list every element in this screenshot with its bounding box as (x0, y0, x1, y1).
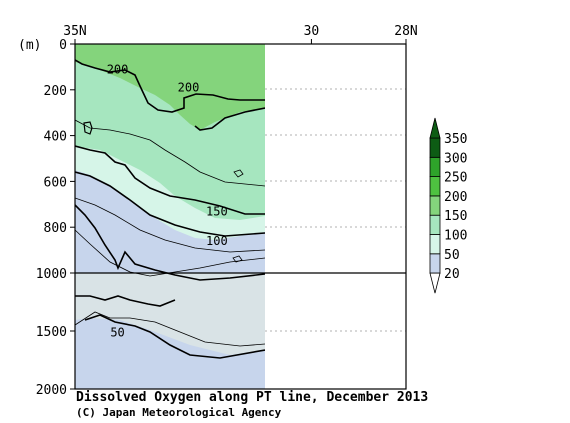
contour-tiny-loop (232, 255, 243, 263)
contour-100 (75, 171, 265, 237)
x-tick-label-0: 35N (63, 24, 86, 39)
contour-50 (75, 204, 265, 281)
x-tick-label-2: 28N (394, 24, 417, 39)
x-tick-label-1: 30 (304, 24, 320, 39)
contour-50-upper-fold (75, 229, 265, 277)
contour-lower-50b (84, 314, 265, 359)
y-tick-label-3: 600 (44, 175, 67, 190)
legend-band-0 (429, 253, 441, 274)
contour-fill-layer (75, 44, 265, 389)
legend-bottom-triangle (429, 272, 441, 294)
contour-label-0: 200 (107, 62, 129, 76)
legend-label-5: 250 (444, 171, 467, 186)
legend-label-7: 350 (444, 132, 467, 147)
y-tick-label-7: 2000 (36, 383, 67, 398)
contour-label-1: 200 (178, 81, 200, 95)
contour-150 (75, 145, 265, 215)
contour-line-layer (75, 59, 265, 359)
contour-lower-50a (75, 295, 176, 307)
legend: 20 50 100 150 200 250 300 350 (429, 117, 467, 294)
contour-200-lobe (194, 107, 265, 131)
y-axis: 0 200 400 600 800 1000 1500 2000 (36, 38, 75, 398)
legend-label-4: 200 (444, 190, 467, 205)
y-tick-label-5: 1000 (36, 267, 67, 282)
contour-label-3: 100 (206, 234, 228, 248)
legend-band-5 (429, 156, 441, 178)
legend-band-6 (429, 137, 441, 158)
y-tick-label-0: 0 (59, 38, 67, 53)
legend-top-triangle (429, 117, 441, 139)
contour-island (83, 121, 93, 135)
legend-band-2 (429, 214, 441, 235)
legend-label-1: 50 (444, 248, 460, 263)
x-axis: 35N 30 28N (63, 24, 418, 44)
band-lower-deep-grey (75, 273, 265, 355)
contour-lower-thin (75, 311, 265, 347)
contour-label-4: 50 (110, 325, 124, 339)
y-tick-label-4: 800 (44, 221, 67, 236)
legend-label-2: 100 (444, 229, 467, 244)
y-tick-label-2: 400 (44, 130, 67, 145)
y-unit-label: (m) (18, 38, 41, 53)
contour-small-loop (233, 169, 244, 178)
contour-100-thin (75, 197, 265, 253)
contour-label-2: 150 (206, 204, 228, 218)
chart-credit: (C) Japan Meteorological Agency (76, 406, 282, 419)
legend-label-3: 150 (444, 209, 467, 224)
legend-band-4 (429, 176, 441, 197)
y-tick-label-6: 1500 (36, 325, 67, 340)
contour-labels: 200 200 150 100 50 (107, 62, 228, 339)
legend-label-0: 20 (444, 267, 460, 282)
band-200-top-left (75, 44, 265, 99)
legend-label-6: 300 (444, 151, 467, 166)
legend-band-1 (429, 234, 441, 255)
plot-frame (74, 43, 407, 390)
chart-title: Dissolved Oxygen along PT line, December… (76, 390, 429, 405)
contour-150-thin (75, 119, 265, 187)
legend-band-3 (429, 195, 441, 216)
gridlines (265, 88, 406, 332)
y-tick-label-1: 200 (44, 84, 67, 99)
contour-200 (75, 59, 265, 113)
